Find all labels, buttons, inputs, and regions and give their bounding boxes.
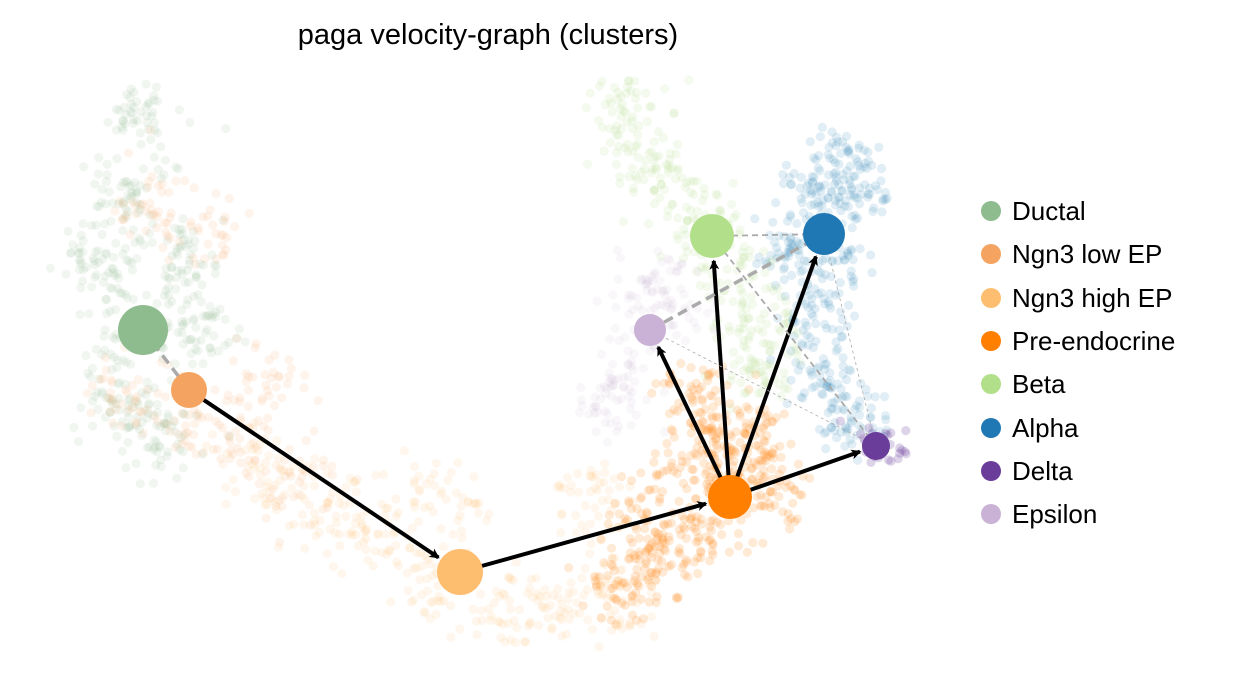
paga-edge-layer	[141, 232, 877, 569]
edge-alpha-to-delta	[823, 233, 877, 447]
legend-swatch-epsilon	[981, 504, 1001, 524]
edge-pre-endocrine-to-beta	[709, 259, 731, 478]
cell-cloud-ngn3-high-ep	[201, 418, 672, 652]
edge-epsilon-to-delta	[649, 329, 877, 447]
legend-label-beta: Beta	[1012, 369, 1066, 399]
legend-item-beta: Beta	[981, 369, 1066, 399]
paga-node-layer	[118, 213, 890, 595]
edge-epsilon-to-alpha	[649, 232, 825, 332]
legend-label-pre-endocrine: Pre-endocrine	[1012, 326, 1175, 356]
legend-item-ngn3-low-ep: Ngn3 low EP	[981, 239, 1162, 269]
edge-ngn3-high-ep-to-pre-endocrine	[479, 501, 708, 569]
node-ngn3-low-ep	[171, 372, 207, 408]
edge-ductal-to-ngn3-low-ep	[141, 328, 191, 392]
cell-cloud-epsilon	[574, 245, 720, 447]
edge-pre-endocrine-to-delta	[748, 449, 862, 493]
node-epsilon	[634, 314, 666, 346]
node-delta	[862, 432, 890, 460]
node-alpha	[803, 213, 845, 255]
legend-label-ductal: Ductal	[1012, 196, 1086, 226]
legend-item-pre-endocrine: Pre-endocrine	[981, 326, 1175, 356]
cell-cloud-ngn3-low-ep	[82, 125, 362, 547]
legend-label-ngn3-low-ep: Ngn3 low EP	[1012, 239, 1162, 269]
edge-pre-endocrine-to-alpha	[734, 255, 818, 479]
legend-item-epsilon: Epsilon	[981, 499, 1097, 529]
legend: Ductal Ngn3 low EP Ngn3 high EP Pre-endo…	[981, 196, 1175, 529]
edge-beta-to-delta	[711, 235, 877, 447]
legend-swatch-ngn3-low-ep	[981, 244, 1001, 264]
legend-item-ductal: Ductal	[981, 196, 1086, 226]
legend-label-alpha: Alpha	[1012, 413, 1079, 443]
node-ductal	[118, 305, 168, 355]
node-pre-endocrine	[708, 475, 752, 519]
plot-title: paga velocity-graph (clusters)	[298, 19, 678, 51]
legend-item-delta: Delta	[981, 456, 1073, 486]
legend-swatch-pre-endocrine	[981, 331, 1001, 351]
edge-ngn3-low-ep-to-ngn3-high-ep	[201, 397, 440, 560]
legend-swatch-alpha	[981, 418, 1001, 438]
legend-swatch-ductal	[981, 201, 1001, 221]
node-beta	[690, 214, 734, 258]
legend-swatch-ngn3-high-ep	[981, 288, 1001, 308]
legend-label-ngn3-high-ep: Ngn3 high EP	[1012, 283, 1172, 313]
edge-pre-endocrine-to-epsilon	[656, 345, 724, 480]
legend-swatch-beta	[981, 374, 1001, 394]
legend-swatch-delta	[981, 461, 1001, 481]
legend-item-ngn3-high-ep: Ngn3 high EP	[981, 283, 1172, 313]
legend-label-delta: Delta	[1012, 456, 1073, 486]
legend-label-epsilon: Epsilon	[1012, 499, 1097, 529]
legend-item-alpha: Alpha	[981, 413, 1079, 443]
node-ngn3-high-ep	[437, 549, 483, 595]
